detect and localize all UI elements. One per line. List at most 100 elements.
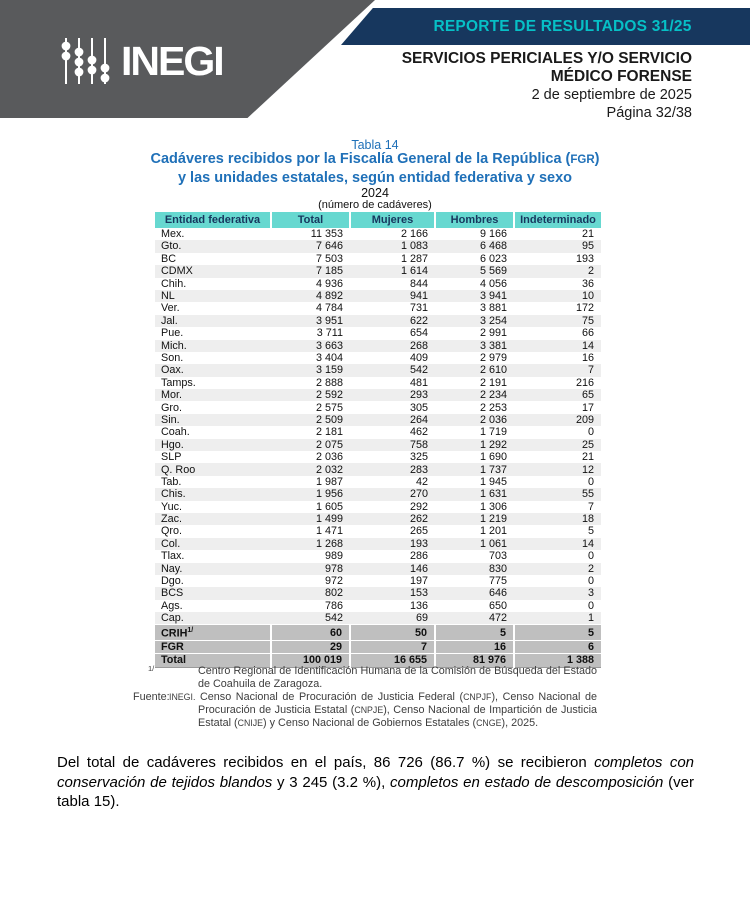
value-cell: 42 <box>415 475 428 488</box>
value-cell: 2 075 <box>315 438 343 451</box>
entidad-cell: CDMX <box>161 265 193 278</box>
value-cell: 265 <box>409 525 428 538</box>
value-cell: 2 036 <box>479 413 507 426</box>
fuente-text: INEGI. Censo Nacional de Procuración de … <box>169 691 597 729</box>
entidad-cell: Sin. <box>161 413 180 426</box>
value-cell: 1 061 <box>479 537 507 550</box>
value-cell: 2 991 <box>479 327 507 340</box>
value-cell: 193 <box>409 537 428 550</box>
table-row: Nay. 978 146 830 2 <box>155 562 601 575</box>
col-header-mujeres: Mujeres <box>349 212 435 228</box>
value-cell: 55 <box>581 488 594 501</box>
table-row: Pue. 3 711 654 2 991 66 <box>155 327 601 339</box>
value-cell: 472 <box>488 612 507 625</box>
value-cell: 10 <box>581 290 594 303</box>
table-row: Jal. 3 951 622 3 254 75 <box>155 314 601 328</box>
value-cell: 7 <box>349 640 435 654</box>
value-cell: 9 166 <box>479 228 507 241</box>
value-cell: 1 <box>587 612 594 625</box>
entidad-cell: Son. <box>161 352 184 364</box>
value-cell: 36 <box>581 277 594 290</box>
table-row: Yuc. 1 605 292 1 306 7 <box>155 501 601 513</box>
value-cell: 1 945 <box>479 475 507 488</box>
value-cell: 3 711 <box>316 327 343 340</box>
value-cell: 12 <box>581 463 594 476</box>
value-cell: 972 <box>324 575 343 588</box>
table-title: Cadáveres recibidos por la Fiscalía Gene… <box>0 151 750 187</box>
value-cell: 2 166 <box>400 228 428 241</box>
value-cell: 292 <box>409 500 428 513</box>
value-cell: 2 <box>587 562 594 575</box>
table-row: Son. 3 404 409 2 979 16 <box>155 352 601 364</box>
value-cell: 2 979 <box>479 352 507 364</box>
inegi-logo-text: INEGI <box>121 37 225 84</box>
value-cell: 268 <box>409 339 428 352</box>
value-cell: 216 <box>575 376 594 389</box>
value-cell: 1 268 <box>315 537 343 550</box>
value-cell: 11 353 <box>310 228 343 241</box>
value-cell: 654 <box>409 327 428 340</box>
banner-title: REPORTE DE RESULTADOS 31/25 <box>433 17 692 35</box>
entidad-cell: Mor. <box>161 389 182 402</box>
value-cell: 60 <box>270 624 350 641</box>
value-cell: 18 <box>581 513 594 526</box>
col-header-indeterminado: Indeterminado <box>513 212 601 228</box>
value-cell: 136 <box>409 599 428 612</box>
value-cell: 209 <box>575 413 594 426</box>
value-cell: 65 <box>581 389 594 402</box>
entidad-cell: Tamps. <box>161 376 196 389</box>
value-cell: 1 956 <box>315 488 343 501</box>
value-cell: 1 987 <box>315 475 343 488</box>
value-cell: 1 201 <box>479 525 507 538</box>
table-row: SLP 2 036 325 1 690 21 <box>155 451 601 463</box>
value-cell: 941 <box>409 290 428 303</box>
entidad-cell: Nay. <box>161 562 183 575</box>
cadaveres-table: Entidad federativa Total Mujeres Hombres… <box>155 212 601 668</box>
value-cell: 6 023 <box>479 252 507 265</box>
value-cell: 978 <box>324 562 343 575</box>
value-cell: 69 <box>415 612 428 625</box>
value-cell: 0 <box>587 426 594 439</box>
value-cell: 25 <box>581 438 594 451</box>
value-cell: 989 <box>324 550 343 563</box>
summary-row: CRIH1/60 50 5 5 <box>155 624 601 641</box>
value-cell: 283 <box>409 463 428 476</box>
value-cell: 775 <box>488 575 507 588</box>
report-date: 2 de septiembre de 2025 <box>531 87 692 103</box>
entidad-cell: Hgo. <box>161 438 184 451</box>
value-cell: 286 <box>409 550 428 563</box>
table-row: Qro. 1 471 265 1 201 5 <box>155 525 601 537</box>
value-cell: 3 159 <box>315 364 343 377</box>
value-cell: 7 503 <box>315 252 343 265</box>
value-cell: 2 234 <box>479 389 507 402</box>
header-right-block: SERVICIOS PERICIALES Y/O SERVICIO MÉDICO… <box>402 50 692 122</box>
value-cell: 7 185 <box>315 265 343 278</box>
value-cell: 14 <box>581 339 594 352</box>
table-row: Cap. 542 69 472 1 <box>155 612 601 625</box>
value-cell: 3 663 <box>315 339 343 352</box>
value-cell: 622 <box>409 314 428 327</box>
table-row: Gro. 2 575 305 2 253 17 <box>155 401 601 414</box>
header-gray-band: INEGI <box>0 0 375 118</box>
value-cell: 1 737 <box>479 463 507 476</box>
value-cell: 270 <box>409 488 428 501</box>
table-row: Hgo. 2 075 758 1 292 25 <box>155 438 601 452</box>
value-cell: 16 <box>434 640 514 654</box>
value-cell: 81 976 <box>434 653 514 668</box>
value-cell: 2 509 <box>315 413 343 426</box>
entidad-cell: Jal. <box>161 314 178 327</box>
entidad-cell: Pue. <box>161 327 184 340</box>
entidad-cell: Gto. <box>161 240 182 253</box>
entidad-cell: Yuc. <box>161 500 183 513</box>
value-cell: 1 719 <box>479 426 507 439</box>
inegi-abacus-icon <box>61 38 110 84</box>
value-cell: 0 <box>587 550 594 563</box>
value-cell: 2 253 <box>479 401 507 414</box>
value-cell: 7 <box>587 500 594 513</box>
value-cell: 66 <box>581 327 594 340</box>
table-year: 2024 <box>361 186 389 200</box>
value-cell: 0 <box>587 599 594 612</box>
value-cell: 4 936 <box>315 277 343 290</box>
entidad-cell: NL <box>161 290 175 303</box>
